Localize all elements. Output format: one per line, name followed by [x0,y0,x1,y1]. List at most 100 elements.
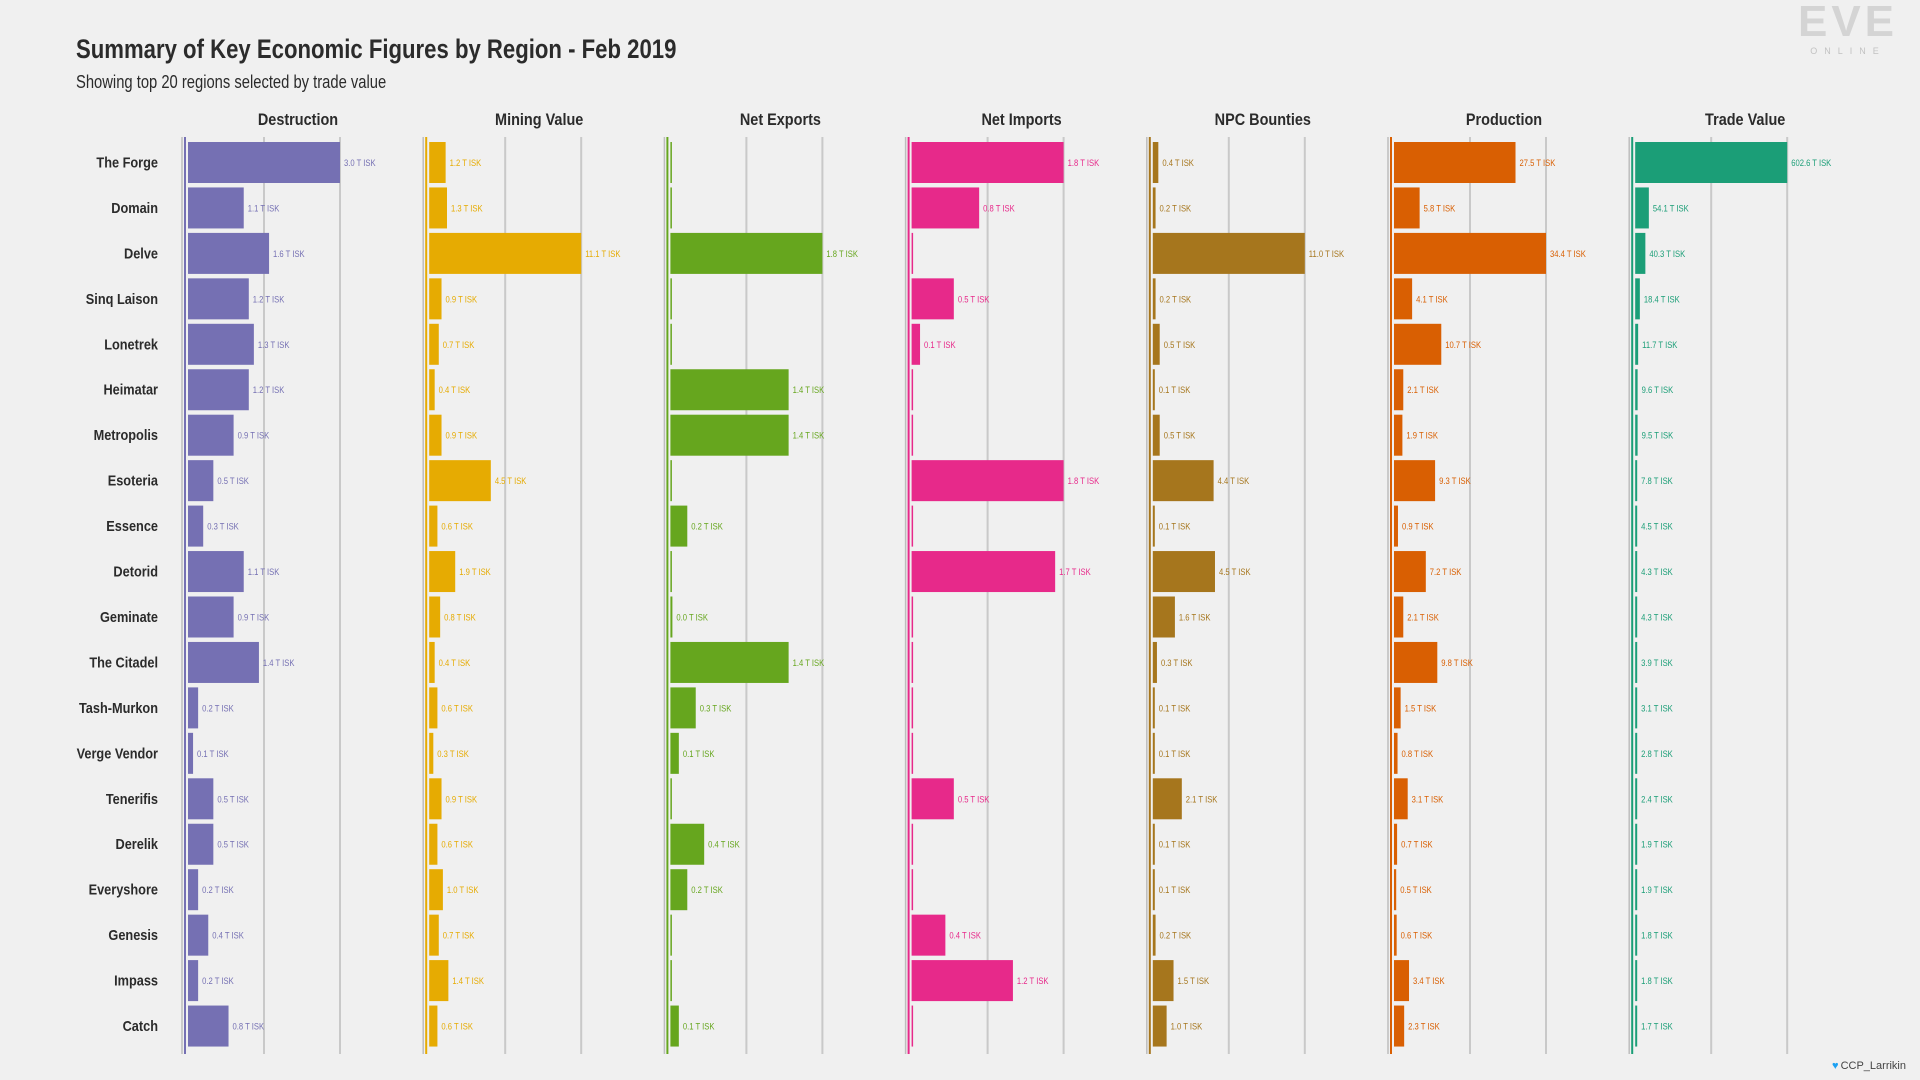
data-label: 0.4 T ISK [439,385,471,396]
chart-subtitle: Showing top 20 regions selected by trade… [76,72,387,92]
bar [911,596,914,638]
data-label: 1.3 T ISK [451,203,483,214]
panel-header: Mining Value [495,111,583,129]
data-label: 0.5 T ISK [1164,339,1196,350]
bar [1394,414,1403,456]
bar [670,596,673,638]
bar [670,914,672,956]
data-label: 7.2 T ISK [1430,566,1462,577]
data-label: 1.6 T ISK [273,248,305,259]
bar [429,960,449,1002]
data-label: 0.3 T ISK [700,703,732,714]
region-label: Metropolis [94,426,159,443]
bar [911,914,946,956]
bar [188,551,244,593]
bar [1635,460,1638,502]
region-label: Genesis [108,926,158,943]
bar [188,778,214,820]
data-label: 0.1 T ISK [1159,885,1191,896]
data-label: 9.6 T ISK [1642,385,1674,396]
bar [1635,596,1638,638]
region-label: The Citadel [89,653,158,670]
bar [188,960,199,1002]
region-label: Verge Vendor [77,744,159,761]
bar [670,641,789,683]
data-label: 9.3 T ISK [1439,476,1471,487]
data-label: 0.0 T ISK [676,612,708,623]
bar [670,687,696,729]
data-label: 1.2 T ISK [253,294,285,305]
bar [1152,460,1214,502]
bar [911,869,914,911]
bar [188,414,234,456]
bar [1394,732,1398,774]
bar [1394,278,1413,320]
data-label: 4.4 T ISK [1218,476,1250,487]
bar [1394,460,1436,502]
data-label: 0.5 T ISK [1400,885,1432,896]
bar [188,732,194,774]
bar [429,460,491,502]
data-label: 0.1 T ISK [1159,748,1191,759]
bar [1152,687,1155,729]
data-label: 1.9 T ISK [1406,430,1438,441]
bar [429,323,439,365]
twitter-credit[interactable]: ♥ CCP_Larrikin [1832,1060,1906,1072]
data-label: 0.2 T ISK [691,521,723,532]
region-label: Tash-Murkon [79,699,158,716]
bar [188,142,340,183]
bar [1635,232,1646,274]
logo-subtext: ONLINE [1810,46,1886,56]
bar [1635,187,1649,229]
region-label: Impass [114,972,158,989]
bar [429,732,434,774]
bar [1152,732,1155,774]
data-label: 10.7 T ISK [1445,339,1481,350]
bar [429,278,442,320]
bar [670,869,688,911]
data-label: 0.3 T ISK [437,748,469,759]
bar [1635,505,1638,547]
bar [1635,278,1640,320]
bar [188,278,249,320]
bar [1394,187,1420,229]
bar [188,869,199,911]
data-label: 0.7 T ISK [443,339,475,350]
bar [670,460,672,502]
panel-header: Trade Value [1705,111,1785,129]
bar [429,142,446,183]
data-label: 5.8 T ISK [1424,203,1456,214]
bar [1152,1005,1167,1047]
data-label: 0.4 T ISK [212,930,244,941]
region-label: Sinq Laison [86,290,158,307]
data-label: 0.1 T ISK [683,748,715,759]
bar [188,914,209,956]
data-label: 0.5 T ISK [1164,430,1196,441]
data-label: 3.1 T ISK [1641,703,1673,714]
data-label: 1.5 T ISK [1178,975,1210,986]
bar [429,369,435,411]
data-label: 1.1 T ISK [248,203,280,214]
data-label: 0.1 T ISK [1159,839,1191,850]
bar [1394,551,1426,593]
bar [188,1005,229,1047]
bar [911,641,914,683]
data-label: 1.3 T ISK [258,339,290,350]
bar [911,778,954,820]
bar [1152,596,1175,638]
panel-header: Net Exports [740,111,821,129]
data-label: 0.5 T ISK [217,839,249,850]
data-label: 1.0 T ISK [447,885,479,896]
bar [1152,414,1160,456]
data-label: 11.7 T ISK [1642,339,1678,350]
data-label: 11.0 T ISK [1309,248,1345,259]
bar [1152,142,1159,183]
data-label: 0.8 T ISK [444,612,476,623]
bar [911,323,921,365]
data-label: 1.1 T ISK [248,566,280,577]
data-label: 2.1 T ISK [1407,385,1439,396]
bar [670,187,672,229]
bar [188,369,249,411]
bar [429,869,443,911]
